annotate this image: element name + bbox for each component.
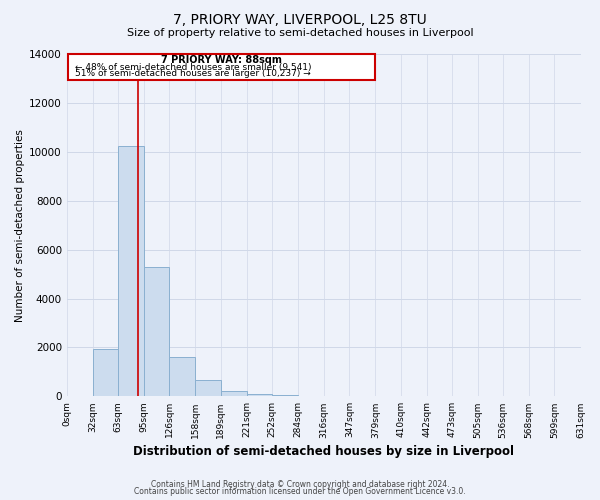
Text: Size of property relative to semi-detached houses in Liverpool: Size of property relative to semi-detach… [127, 28, 473, 38]
Text: ← 48% of semi-detached houses are smaller (9,541): ← 48% of semi-detached houses are smalle… [75, 63, 311, 72]
Bar [221, 390, 247, 396]
Bar [118, 146, 144, 396]
Bar [93, 348, 118, 397]
FancyBboxPatch shape [68, 54, 374, 80]
Text: Contains HM Land Registry data © Crown copyright and database right 2024.: Contains HM Land Registry data © Crown c… [151, 480, 449, 489]
Bar [247, 394, 272, 396]
Text: 7, PRIORY WAY, LIVERPOOL, L25 8TU: 7, PRIORY WAY, LIVERPOOL, L25 8TU [173, 12, 427, 26]
Bar [169, 357, 196, 397]
X-axis label: Distribution of semi-detached houses by size in Liverpool: Distribution of semi-detached houses by … [133, 444, 514, 458]
Y-axis label: Number of semi-detached properties: Number of semi-detached properties [15, 128, 25, 322]
Bar [272, 395, 298, 396]
Text: 51% of semi-detached houses are larger (10,237) →: 51% of semi-detached houses are larger (… [75, 69, 311, 78]
Text: 7 PRIORY WAY: 88sqm: 7 PRIORY WAY: 88sqm [161, 55, 282, 65]
Bar [196, 380, 221, 396]
Bar [144, 266, 169, 396]
Text: Contains public sector information licensed under the Open Government Licence v3: Contains public sector information licen… [134, 487, 466, 496]
